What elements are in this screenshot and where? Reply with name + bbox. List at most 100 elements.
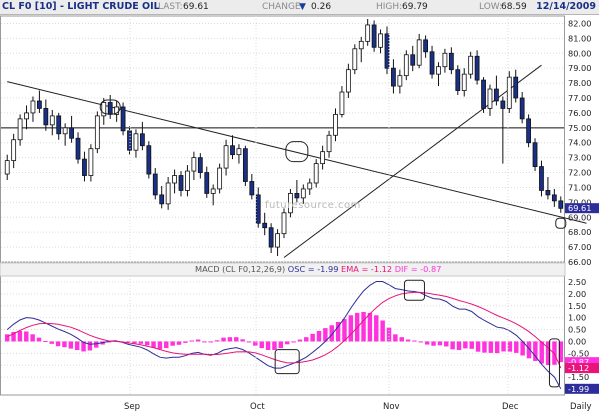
- candle-up: [49, 115, 55, 126]
- x-tick-label: Oct: [250, 402, 265, 412]
- macd-histogram-bar: [431, 341, 436, 346]
- candle-down: [204, 172, 210, 194]
- macd-histogram-bar: [68, 341, 74, 349]
- macd-histogram-bar: [520, 341, 525, 356]
- macd-histogram-bar: [310, 333, 315, 342]
- macd-histogram-bar: [259, 341, 264, 349]
- macd-histogram-bar: [374, 315, 379, 342]
- candle-down: [384, 33, 390, 69]
- price-tick-label: 74.00: [568, 138, 591, 148]
- candle-down: [75, 137, 81, 160]
- candle-down: [139, 133, 145, 147]
- candle-down: [294, 193, 300, 199]
- macd-histogram-bar: [183, 341, 188, 343]
- macd-histogram-bar: [475, 341, 481, 352]
- candle-up: [307, 182, 313, 190]
- candle-down: [494, 88, 499, 102]
- macd-histogram-bar: [43, 340, 48, 342]
- candle-up: [339, 91, 345, 115]
- highlight-marker: [555, 217, 567, 229]
- candle-up: [133, 133, 139, 151]
- candle-down: [526, 118, 531, 144]
- macd-histogram-bar: [463, 341, 468, 349]
- candle-up: [94, 115, 100, 150]
- candle-up: [101, 102, 107, 117]
- candle-down: [197, 157, 203, 173]
- highlight-marker: [99, 99, 121, 115]
- candle-down: [146, 145, 152, 175]
- highlight-marker: [285, 141, 309, 163]
- x-tick-label: Nov: [383, 402, 400, 412]
- candle-down: [410, 54, 416, 66]
- candle-up: [191, 157, 197, 172]
- candle-down: [249, 181, 255, 196]
- high-label: HIGH:: [376, 2, 403, 12]
- macd-histogram-bar: [533, 341, 538, 361]
- macd-histogram-bar: [342, 319, 347, 342]
- candle-down: [159, 194, 165, 205]
- macd-histogram-bar: [348, 315, 354, 342]
- candle-up: [333, 114, 338, 136]
- macd-histogram-bar: [30, 334, 35, 342]
- candle-down: [545, 190, 551, 196]
- macd-histogram-bar: [138, 341, 144, 344]
- macd-histogram-bar: [189, 340, 194, 342]
- macd-histogram-bar: [94, 341, 99, 348]
- macd-histogram-bar: [405, 339, 411, 342]
- highlight-marker: [274, 349, 300, 375]
- price-tick-label: 68.00: [568, 227, 591, 237]
- candle-up: [320, 151, 326, 165]
- candle-down: [107, 102, 113, 115]
- macd-histogram-bar: [24, 331, 29, 342]
- candle-down: [429, 51, 435, 75]
- candle-down: [539, 166, 544, 191]
- macd-histogram-bar: [157, 341, 163, 350]
- macd-histogram-bar: [291, 341, 296, 343]
- macd-histogram-bar: [437, 341, 443, 346]
- candle-down: [551, 194, 557, 202]
- price-tick-label: 66.00: [568, 257, 591, 267]
- candle-up: [358, 40, 364, 50]
- candle-down: [519, 97, 525, 120]
- candle-up: [185, 170, 190, 191]
- macd-histogram-bar: [265, 341, 271, 351]
- price-tick-label: 75.00: [568, 123, 591, 133]
- price-tick-label: 71.00: [568, 182, 591, 192]
- candle-down: [423, 39, 429, 53]
- macd-histogram-bar: [272, 341, 277, 351]
- candle-up: [210, 188, 216, 194]
- macd-histogram-bar: [558, 341, 564, 363]
- macd-histogram-bar: [507, 341, 513, 352]
- macd-tick-label: -1.50: [568, 372, 589, 382]
- candle-up: [17, 118, 23, 141]
- macd-histogram-bar: [539, 341, 544, 364]
- candle-down: [455, 69, 461, 91]
- candle-up: [436, 66, 441, 75]
- candle-up: [281, 212, 287, 235]
- candle-down: [532, 142, 538, 167]
- price-tick-label: 81.00: [568, 33, 591, 43]
- macd-histogram-bar: [450, 341, 455, 350]
- macd-histogram-bar: [214, 340, 220, 342]
- candle-down: [391, 67, 396, 87]
- change-value: 0.26: [311, 2, 332, 12]
- price-tick-label: 78.00: [568, 78, 591, 88]
- macd-histogram-bar: [55, 341, 61, 347]
- x-tick-label: Sep: [124, 402, 140, 412]
- candle-down: [268, 227, 274, 248]
- macd-histogram-bar: [323, 328, 328, 342]
- macd-histogram-bar: [36, 337, 42, 342]
- candle-up: [300, 188, 306, 199]
- macd-histogram-bar: [176, 341, 182, 345]
- price-tick-label: 69.00: [568, 212, 591, 222]
- candle-up: [345, 69, 351, 93]
- macd-histogram-bar: [444, 341, 449, 347]
- candle-down: [481, 79, 486, 109]
- candle-up: [223, 145, 229, 169]
- axis-layer: 66.00 67.00 68.00 69.00 70.00 71.00 72.00 73.00…: [124, 18, 599, 412]
- candle-up: [11, 139, 17, 162]
- candle-down: [178, 175, 184, 191]
- macd-histogram-bar: [125, 341, 131, 343]
- macd-value-label: -1.99: [568, 384, 589, 394]
- highlight-marker: [403, 279, 425, 301]
